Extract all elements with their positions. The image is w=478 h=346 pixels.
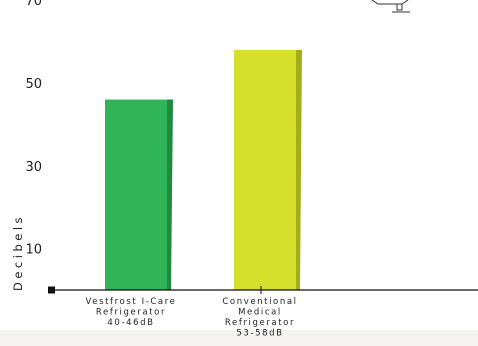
bottom-band (0, 330, 478, 346)
x-category-label-line: Refrigerator (225, 318, 295, 328)
y-tick-label: 70 (25, 0, 42, 9)
bar-side (296, 49, 302, 290)
x-category-label-line: 53-58dB (236, 329, 283, 339)
x-category-label-line: Vestfrost I-Care (86, 297, 177, 307)
bars (105, 49, 302, 290)
x-axis (48, 286, 478, 294)
x-axis-origin-marker (48, 286, 55, 294)
bar-side (167, 99, 173, 290)
x-category-label-line: Refrigerator (96, 308, 166, 318)
y-tick-label: 30 (25, 160, 42, 175)
y-axis-ticks: 10 30 50 70 (25, 0, 42, 258)
x-category-label: Conventional Medical Refrigerator 53-58dB (222, 297, 297, 339)
y-tick-label: 50 (25, 77, 42, 92)
x-category-label-line: 40-46dB (107, 318, 154, 328)
x-category-label-line: Conventional (222, 297, 297, 307)
category-labels: Vestfrost I-Care Refrigerator 40-46dBConve… (86, 297, 297, 339)
y-axis-label: Decibels (11, 214, 25, 291)
bar (105, 99, 173, 290)
bar (234, 49, 302, 290)
bar-front (105, 99, 167, 290)
x-category-label: Vestfrost I-Care Refrigerator 40-46dB (86, 297, 177, 328)
bar-front (234, 49, 296, 290)
x-category-label-line: Medical (238, 308, 282, 318)
y-tick-label: 10 (25, 243, 42, 258)
refrigerator-illustration-icon (371, 0, 410, 13)
